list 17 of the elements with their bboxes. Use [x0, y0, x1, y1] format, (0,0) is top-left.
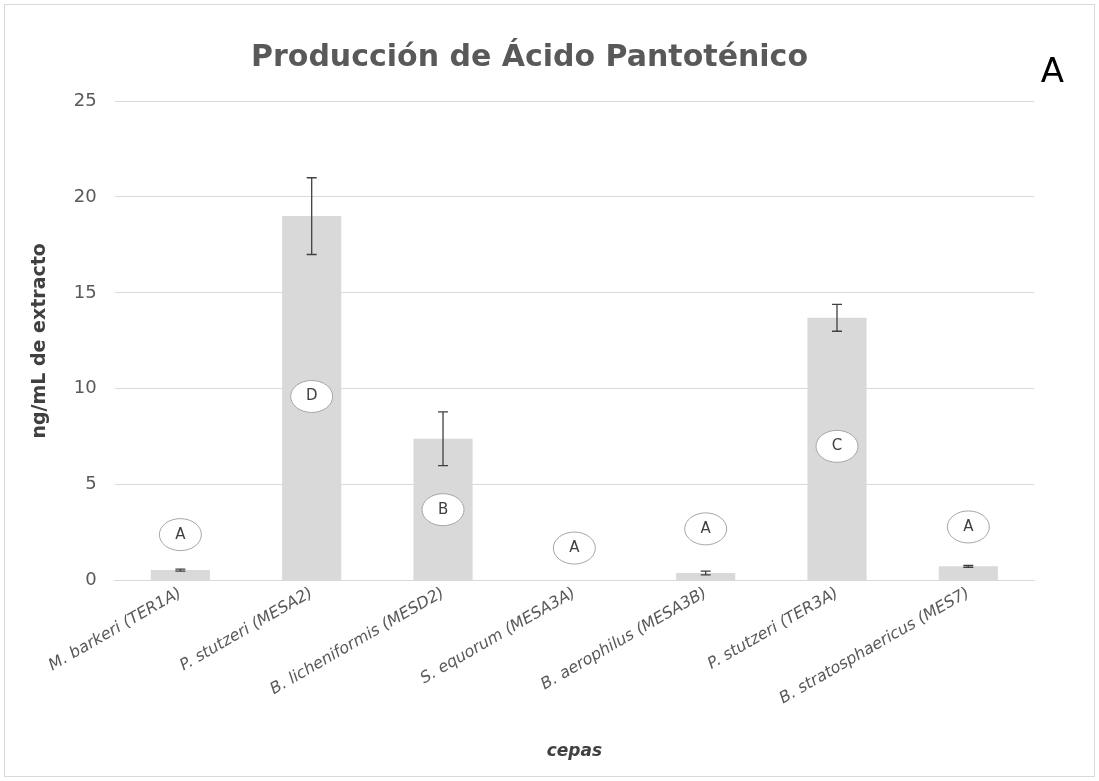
text: A	[1040, 49, 1064, 90]
y-tick-label: 10	[73, 376, 97, 398]
annotation: A	[569, 537, 581, 556]
y-tick-label: 20	[73, 184, 97, 206]
chart-title: Producción de Ácido Pantoténico	[250, 37, 809, 73]
y-tick-label: 25	[73, 88, 97, 110]
y-axis-title: ng/mL de extracto	[27, 243, 50, 439]
y-tick-label: 15	[73, 280, 97, 302]
annotation: A	[175, 524, 187, 543]
annotation: D	[305, 386, 318, 405]
y-tick-label: 0	[85, 568, 97, 590]
annotation: B	[437, 499, 449, 518]
x-axis-title: cepas	[546, 740, 603, 761]
y-tick-label: 5	[85, 472, 97, 494]
annotation: A	[963, 516, 975, 535]
annotation: C	[831, 436, 843, 455]
annotation: A	[700, 518, 712, 537]
